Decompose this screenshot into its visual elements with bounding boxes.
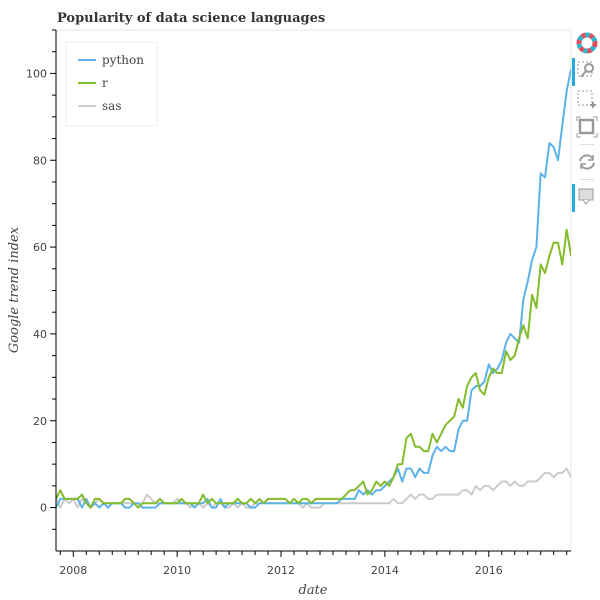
legend: python r sas [65,41,158,127]
legend-label: sas [102,99,121,113]
y-tick-label: 60 [33,241,47,254]
legend-item-python[interactable]: python [78,53,144,67]
series-lines [56,68,571,509]
toolbar-divider [580,179,594,180]
y-tick-label: 0 [40,502,47,515]
reset-icon[interactable] [576,151,598,173]
series-line-python [56,68,571,509]
legend-item-r[interactable]: r [78,76,108,90]
x-tick-label: 2008 [59,564,87,577]
chart-title: Popularity of data science languages [57,11,325,26]
y-tick-label: 40 [33,328,47,341]
axes: 0 20 40 60 80 100 2008 2010 2012 2014 2016 [26,29,571,577]
toolbar-divider [580,144,594,145]
resize-icon[interactable] [576,116,598,138]
hover-icon[interactable] [572,184,598,212]
x-axis-label: date [299,583,328,598]
x-tick-label: 2010 [163,564,191,577]
y-tick-label: 80 [33,154,47,167]
x-tick-label: 2016 [475,564,503,577]
box-select-icon[interactable] [576,88,598,110]
legend-label: python [102,53,144,67]
y-tick-label: 100 [26,67,47,80]
y-tick-label: 20 [33,415,47,428]
legend-label: r [102,76,108,90]
x-tick-label: 2014 [371,564,399,577]
toolbar [572,28,599,214]
series-line-r [56,228,571,509]
bokeh-logo-icon[interactable] [576,32,598,54]
legend-item-sas[interactable]: sas [78,99,121,113]
x-tick-label: 2012 [267,564,295,577]
y-axis-label: Google trend index [7,226,22,353]
box-zoom-icon[interactable] [572,58,598,86]
